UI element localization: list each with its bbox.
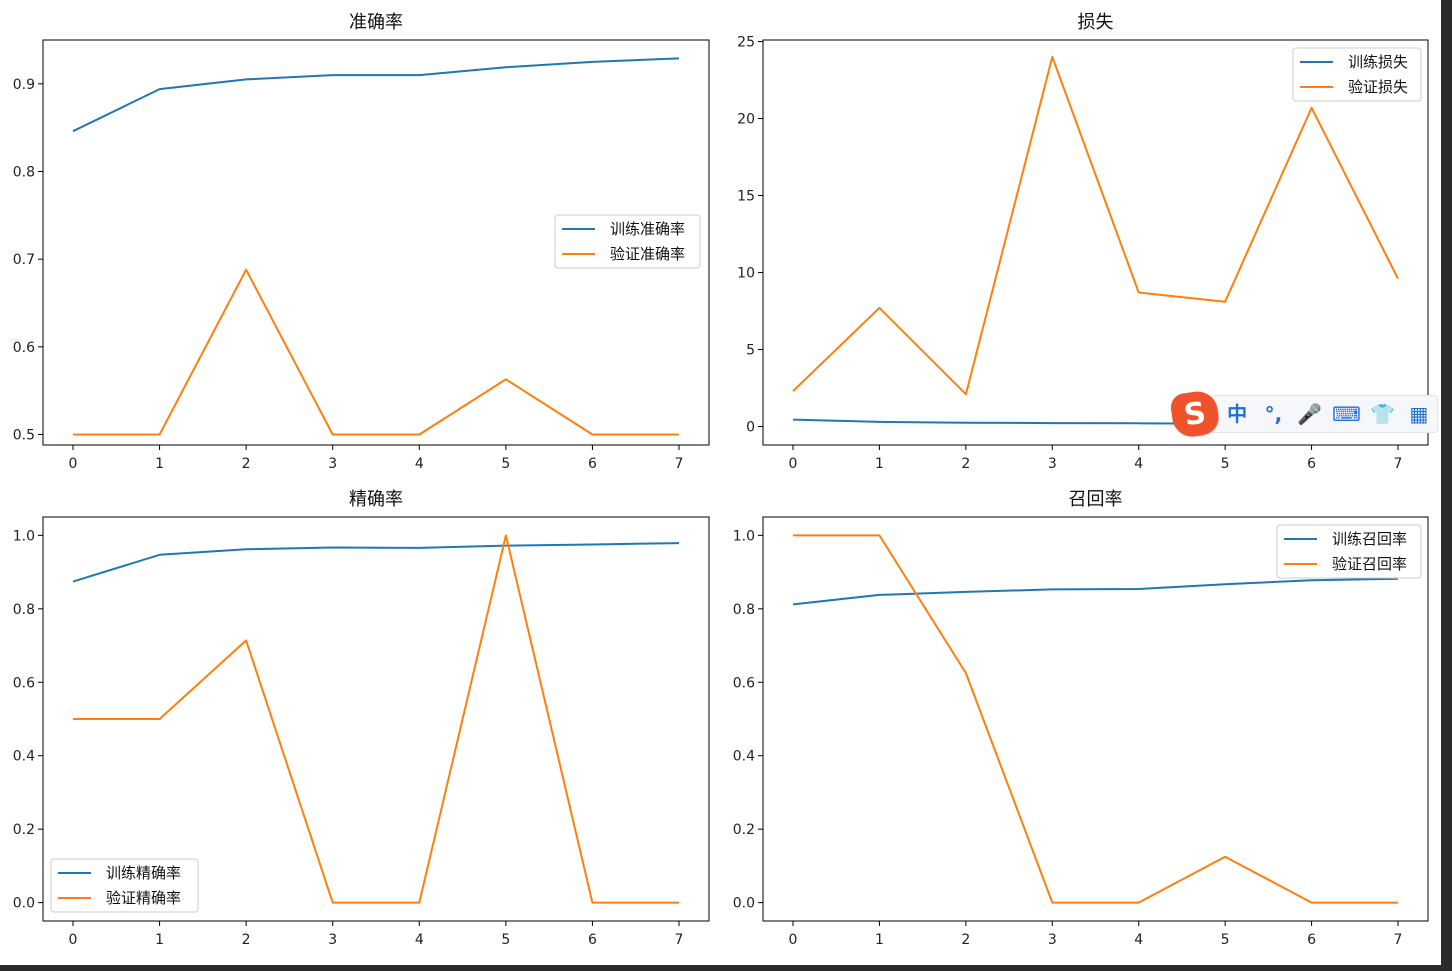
chart-2-ytick-label: 25 — [737, 35, 755, 51]
chart-1-legend-label: 验证准确率 — [610, 245, 685, 263]
chart-1-xtick-label: 4 — [415, 456, 424, 472]
ime-bar: 中 °, 🎤 ⌨ 👕 ▦ — [1210, 395, 1438, 433]
chart-1-series-val-line — [73, 268, 679, 436]
chart-3-xtick-label: 5 — [501, 932, 510, 948]
chart-4-legend-label: 验证召回率 — [1332, 555, 1407, 573]
chart-2-xtick-label: 2 — [961, 456, 970, 472]
chart-1-ytick-label: 0.9 — [13, 77, 35, 93]
chart-2-title: 损失 — [1078, 12, 1114, 33]
chart-2-xtick-label: 4 — [1134, 456, 1143, 472]
chart-3-series-val-line — [73, 534, 679, 904]
chart-2-ytick-label: 5 — [746, 343, 755, 359]
chart-4-ytick-label: 0.0 — [733, 896, 755, 912]
chart-2-ytick-label: 0 — [746, 420, 755, 436]
chart-1-xtick-label: 3 — [328, 456, 337, 472]
chart-2-series-val-line — [792, 55, 1399, 396]
chart-4-xtick-label: 5 — [1221, 932, 1230, 948]
chart-4-ytick-label: 1.0 — [733, 528, 755, 544]
chart-3-ytick-label: 0.0 — [13, 896, 35, 912]
chart-4-ytick-label: 0.4 — [733, 749, 755, 765]
chart-3-xtick-label: 2 — [242, 932, 251, 948]
chart-1-xtick-label: 2 — [242, 456, 251, 472]
chart-4-xtick-label: 3 — [1048, 932, 1057, 948]
chart-4-ytick-label: 0.6 — [733, 675, 755, 691]
chart-4-series-val-line — [793, 534, 1398, 904]
chart-1-axes-frame — [42, 39, 710, 446]
chart-3-ytick-label: 0.2 — [13, 822, 35, 838]
chart-2-ytick-label: 15 — [737, 189, 755, 205]
chinese-mode-icon[interactable]: 中 — [1227, 402, 1248, 426]
chart-4-axes-frame — [762, 516, 1429, 922]
chart-3-xtick-label: 1 — [155, 932, 164, 948]
apps-icon[interactable]: ▦ — [1409, 402, 1429, 426]
chart-4-legend-label: 训练召回率 — [1332, 530, 1407, 548]
chart-4-xtick-label: 2 — [961, 932, 970, 948]
chart-3-xtick-label: 4 — [415, 932, 424, 948]
window-bottom-edge — [0, 965, 1452, 971]
chart-3-series-train-line — [72, 542, 680, 583]
chart-4-xtick-label: 7 — [1394, 932, 1403, 948]
ime-toolbar[interactable]: S 中 °, 🎤 ⌨ 👕 ▦ — [1169, 389, 1438, 439]
chart-1-xtick-label: 6 — [588, 456, 597, 472]
window-right-edge — [1441, 0, 1452, 971]
chart-2-legend-label: 验证损失 — [1348, 78, 1408, 96]
chart-1-xtick-label: 0 — [69, 456, 78, 472]
punctuation-icon[interactable]: °, — [1264, 402, 1283, 426]
chart-3-ytick-label: 0.4 — [13, 749, 35, 765]
chart-2-xtick-label: 6 — [1307, 456, 1316, 472]
chart-2-ytick-label: 10 — [737, 266, 755, 282]
chart-3-xtick-label: 3 — [328, 932, 337, 948]
chart-2-legend-label: 训练损失 — [1348, 53, 1408, 71]
chart-4-series-train-line — [792, 577, 1399, 606]
chart-1-series-train-line — [72, 57, 680, 133]
chart-1-xtick-label: 1 — [155, 456, 164, 472]
chart-1-legend-label: 训练准确率 — [610, 220, 685, 238]
chart-3-legend-label: 验证精确率 — [106, 889, 181, 907]
chart-3-xtick-label: 6 — [588, 932, 597, 948]
chart-1-xtick-label: 5 — [501, 456, 510, 472]
chart-3-legend-label: 训练精确率 — [106, 864, 181, 882]
chart-4-ytick-label: 0.8 — [733, 602, 755, 618]
chart-1-ytick-label: 0.5 — [13, 427, 35, 443]
chart-1-xtick-label: 7 — [675, 456, 684, 472]
chart-3-ytick-label: 0.8 — [13, 602, 35, 618]
chart-4-xtick-label: 6 — [1307, 932, 1316, 948]
chart-4-xtick-label: 1 — [875, 932, 884, 948]
chart-2-xtick-label: 5 — [1221, 456, 1230, 472]
chart-4-title: 召回率 — [1069, 489, 1123, 510]
chart-4-ytick-label: 0.2 — [733, 822, 755, 838]
chart-1-title: 准确率 — [349, 12, 403, 33]
chart-4-xtick-label: 4 — [1134, 932, 1143, 948]
chart-3-ytick-label: 0.6 — [13, 675, 35, 691]
chart-3-ytick-label: 1.0 — [13, 528, 35, 544]
chart-3-xtick-label: 0 — [69, 932, 78, 948]
chart-2-xtick-label: 7 — [1394, 456, 1403, 472]
chart-2-axes-frame — [762, 39, 1429, 446]
chart-3-xtick-label: 7 — [675, 932, 684, 948]
chart-2-xtick-label: 3 — [1048, 456, 1057, 472]
chart-1-ytick-label: 0.6 — [13, 340, 35, 356]
chart-1-ytick-label: 0.7 — [13, 252, 35, 268]
chart-2-xtick-label: 0 — [789, 456, 798, 472]
skin-icon[interactable]: 👕 — [1370, 402, 1395, 426]
chart-4-xtick-label: 0 — [789, 932, 798, 948]
chart-3-axes-frame — [42, 516, 710, 922]
keyboard-icon[interactable]: ⌨ — [1332, 402, 1362, 426]
chart-2-xtick-label: 1 — [875, 456, 884, 472]
chart-3-title: 精确率 — [349, 489, 403, 510]
chart-1-ytick-label: 0.8 — [13, 164, 35, 180]
microphone-icon[interactable]: 🎤 — [1297, 402, 1323, 426]
chart-2-ytick-label: 20 — [737, 112, 755, 128]
